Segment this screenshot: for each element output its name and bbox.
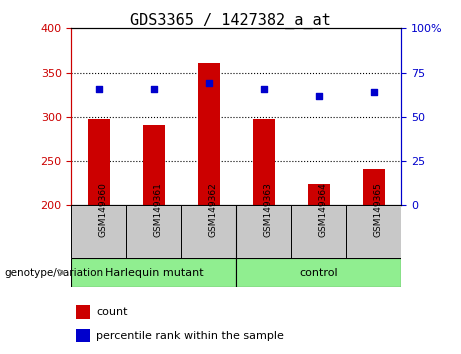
Bar [77, 305, 89, 319]
Text: control: control [299, 268, 338, 278]
Text: GSM149365: GSM149365 [373, 182, 383, 237]
Point [315, 93, 322, 98]
Point [205, 80, 213, 86]
Bar [253, 120, 275, 205]
Bar [88, 120, 110, 205]
Bar [126, 205, 181, 258]
Text: GDS3365 / 1427382_a_at: GDS3365 / 1427382_a_at [130, 12, 331, 29]
Bar [71, 258, 236, 287]
Bar [181, 205, 236, 258]
Text: count: count [96, 307, 128, 317]
Text: GSM149364: GSM149364 [319, 182, 328, 237]
Bar [236, 205, 291, 258]
Text: percentile rank within the sample: percentile rank within the sample [96, 331, 284, 341]
Point [150, 86, 158, 91]
Bar [363, 169, 384, 205]
Bar [198, 63, 220, 205]
Text: GSM149362: GSM149362 [209, 182, 218, 237]
Bar [236, 258, 401, 287]
Point [260, 86, 267, 91]
Text: GSM149360: GSM149360 [99, 182, 108, 237]
Bar [346, 205, 401, 258]
Point [370, 89, 377, 95]
Text: GSM149363: GSM149363 [264, 182, 273, 237]
Bar [291, 205, 346, 258]
Text: Harlequin mutant: Harlequin mutant [105, 268, 203, 278]
Bar [143, 125, 165, 205]
Point [95, 86, 103, 91]
Text: GSM149361: GSM149361 [154, 182, 163, 237]
Bar [71, 205, 126, 258]
Bar [77, 329, 89, 342]
Bar [307, 184, 330, 205]
Text: genotype/variation: genotype/variation [5, 268, 104, 278]
